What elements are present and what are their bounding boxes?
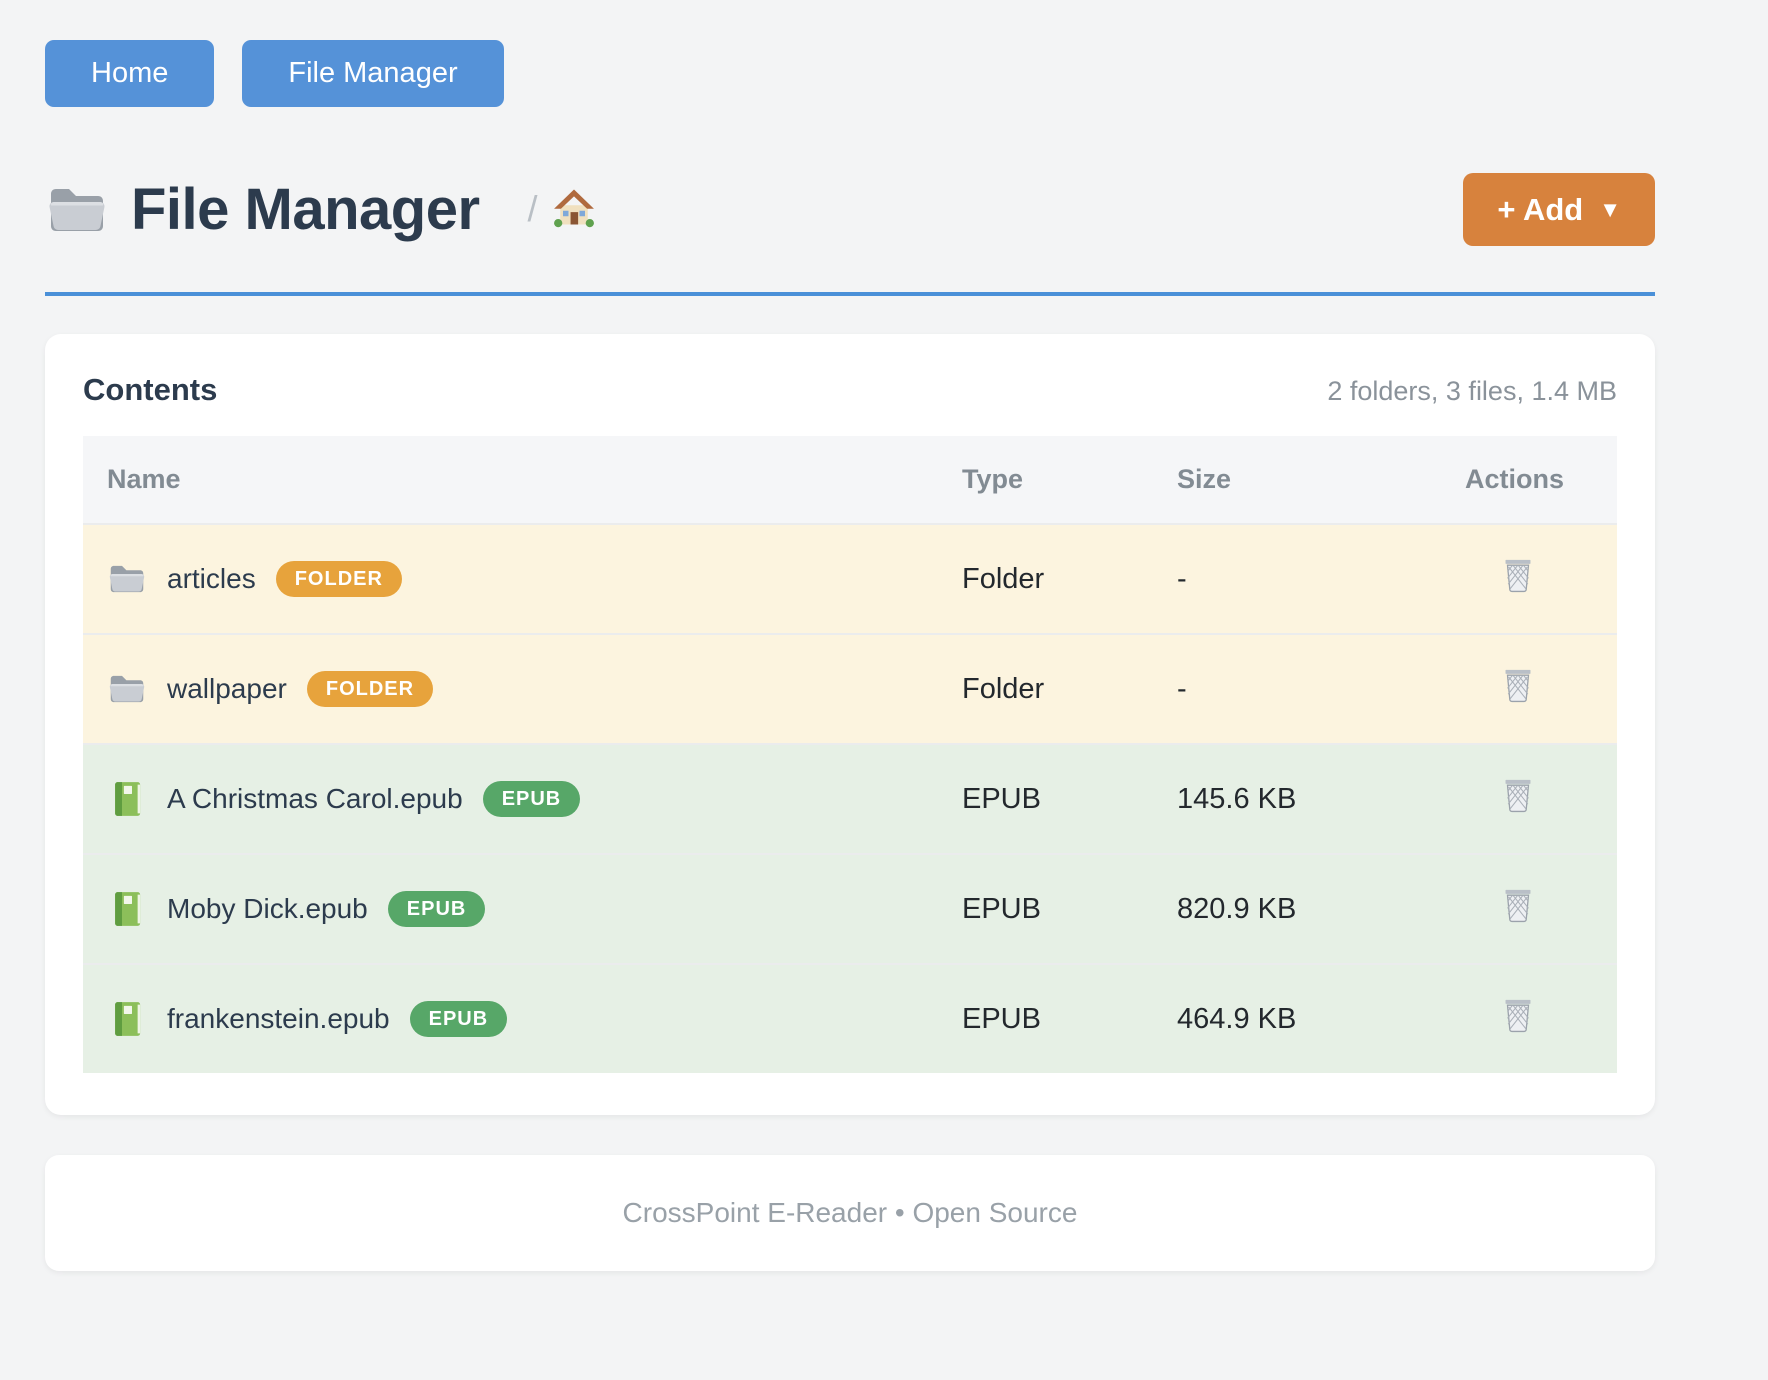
file-size: 820.9 KB (1177, 854, 1465, 964)
file-size: 464.9 KB (1177, 964, 1465, 1073)
file-size: - (1177, 524, 1465, 634)
delete-button[interactable] (1497, 774, 1539, 816)
file-type: Folder (962, 634, 1177, 744)
trash-icon (1497, 664, 1539, 706)
breadcrumb-separator: / (528, 188, 538, 230)
page: Home File Manager File Manager / + Add ▼… (45, 0, 1655, 1271)
book-icon (107, 889, 147, 929)
breadcrumb: / (528, 186, 596, 234)
file-name: articles (167, 563, 256, 595)
epub-badge: EPUB (388, 891, 486, 927)
file-name: frankenstein.epub (167, 1003, 390, 1035)
file-table: Name Type Size Actions articles FOLDER F… (83, 436, 1617, 1073)
file-type: EPUB (962, 744, 1177, 854)
file-size: - (1177, 634, 1465, 744)
delete-button[interactable] (1497, 664, 1539, 706)
folder-icon (107, 559, 147, 599)
chevron-down-icon: ▼ (1599, 199, 1621, 221)
title-wrap: File Manager / (45, 176, 596, 243)
page-header: File Manager / + Add ▼ (45, 173, 1655, 246)
trash-icon (1497, 994, 1539, 1036)
file-table-header: Name Type Size Actions (83, 436, 1617, 524)
nav-file-manager-button[interactable]: File Manager (242, 40, 503, 107)
delete-button[interactable] (1497, 554, 1539, 596)
trash-icon (1497, 884, 1539, 926)
table-row-christmas-carol[interactable]: A Christmas Carol.epub EPUB EPUB 145.6 K… (83, 744, 1617, 854)
epub-badge: EPUB (483, 781, 581, 817)
column-header-actions: Actions (1465, 436, 1617, 524)
book-icon (107, 999, 147, 1039)
folder-icon (45, 178, 109, 242)
column-header-type: Type (962, 436, 1177, 524)
contents-heading: Contents (83, 372, 217, 408)
add-button-label: + Add (1497, 194, 1583, 225)
folder-badge: FOLDER (307, 671, 433, 707)
trash-icon (1497, 554, 1539, 596)
file-name: wallpaper (167, 673, 287, 705)
footer-text: CrossPoint E-Reader • Open Source (623, 1197, 1078, 1228)
contents-card-header: Contents 2 folders, 3 files, 1.4 MB (83, 372, 1617, 408)
file-size: 145.6 KB (1177, 744, 1465, 854)
footer: CrossPoint E-Reader • Open Source (45, 1155, 1655, 1271)
table-row-moby-dick[interactable]: Moby Dick.epub EPUB EPUB 820.9 KB (83, 854, 1617, 964)
file-type: Folder (962, 524, 1177, 634)
delete-button[interactable] (1497, 884, 1539, 926)
header-divider (45, 292, 1655, 296)
file-type: EPUB (962, 854, 1177, 964)
add-button[interactable]: + Add ▼ (1463, 173, 1655, 246)
table-row-wallpaper[interactable]: wallpaper FOLDER Folder - (83, 634, 1617, 744)
nav-home-button[interactable]: Home (45, 40, 214, 107)
page-title: File Manager (131, 176, 480, 243)
table-row-frankenstein[interactable]: frankenstein.epub EPUB EPUB 464.9 KB (83, 964, 1617, 1073)
book-icon (107, 779, 147, 819)
breadcrumb-home-button[interactable] (552, 186, 596, 230)
file-name: Moby Dick.epub (167, 893, 368, 925)
delete-button[interactable] (1497, 994, 1539, 1036)
file-name: A Christmas Carol.epub (167, 783, 463, 815)
table-row-articles[interactable]: articles FOLDER Folder - (83, 524, 1617, 634)
top-navigation: Home File Manager (45, 40, 1655, 107)
house-icon (552, 186, 596, 230)
column-header-name: Name (83, 436, 962, 524)
contents-card: Contents 2 folders, 3 files, 1.4 MB Name… (45, 334, 1655, 1115)
folder-icon (107, 669, 147, 709)
folder-badge: FOLDER (276, 561, 402, 597)
contents-summary: 2 folders, 3 files, 1.4 MB (1327, 376, 1617, 407)
epub-badge: EPUB (410, 1001, 508, 1037)
column-header-size: Size (1177, 436, 1465, 524)
trash-icon (1497, 774, 1539, 816)
file-type: EPUB (962, 964, 1177, 1073)
